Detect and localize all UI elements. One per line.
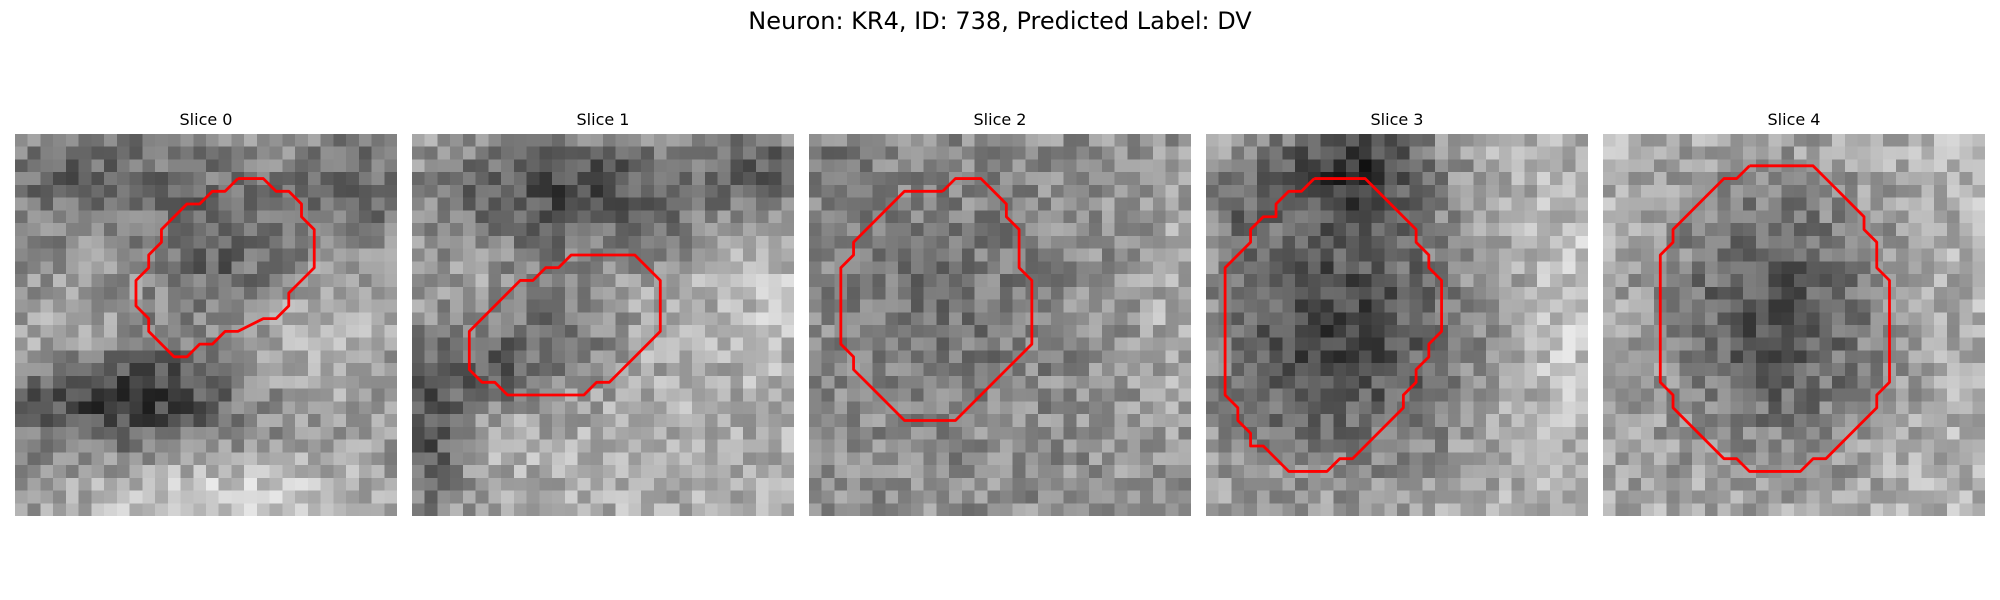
- roi-contour-4: [1658, 164, 1891, 473]
- slice-contour-svg-0: [134, 177, 316, 359]
- slice-image-4: [1603, 134, 1985, 516]
- figure-title: Neuron: KR4, ID: 738, Predicted Label: D…: [748, 7, 1252, 35]
- roi-contour-2: [839, 177, 1034, 422]
- slice-title-0: Slice 0: [179, 110, 233, 129]
- roi-contour-1: [467, 253, 662, 397]
- slice-contour-svg-2: [839, 177, 1034, 422]
- slice-panel-3: Slice 3: [1206, 110, 1588, 524]
- slice-contour-svg-1: [467, 253, 662, 397]
- slice-contour-svg-4: [1658, 164, 1891, 473]
- slice-title-4: Slice 4: [1767, 110, 1821, 129]
- slice-panel-1: Slice 1: [412, 110, 794, 524]
- slice-panel-0: Slice 0: [15, 110, 397, 524]
- slice-title-2: Slice 2: [973, 110, 1027, 129]
- roi-contour-0: [134, 177, 316, 359]
- slice-panel-4: Slice 4: [1603, 110, 1985, 524]
- slice-title-1: Slice 1: [576, 110, 630, 129]
- roi-contour-3: [1223, 177, 1443, 473]
- slice-panel-2: Slice 2: [809, 110, 1191, 524]
- slice-title-3: Slice 3: [1370, 110, 1424, 129]
- slice-contour-svg-3: [1223, 177, 1443, 473]
